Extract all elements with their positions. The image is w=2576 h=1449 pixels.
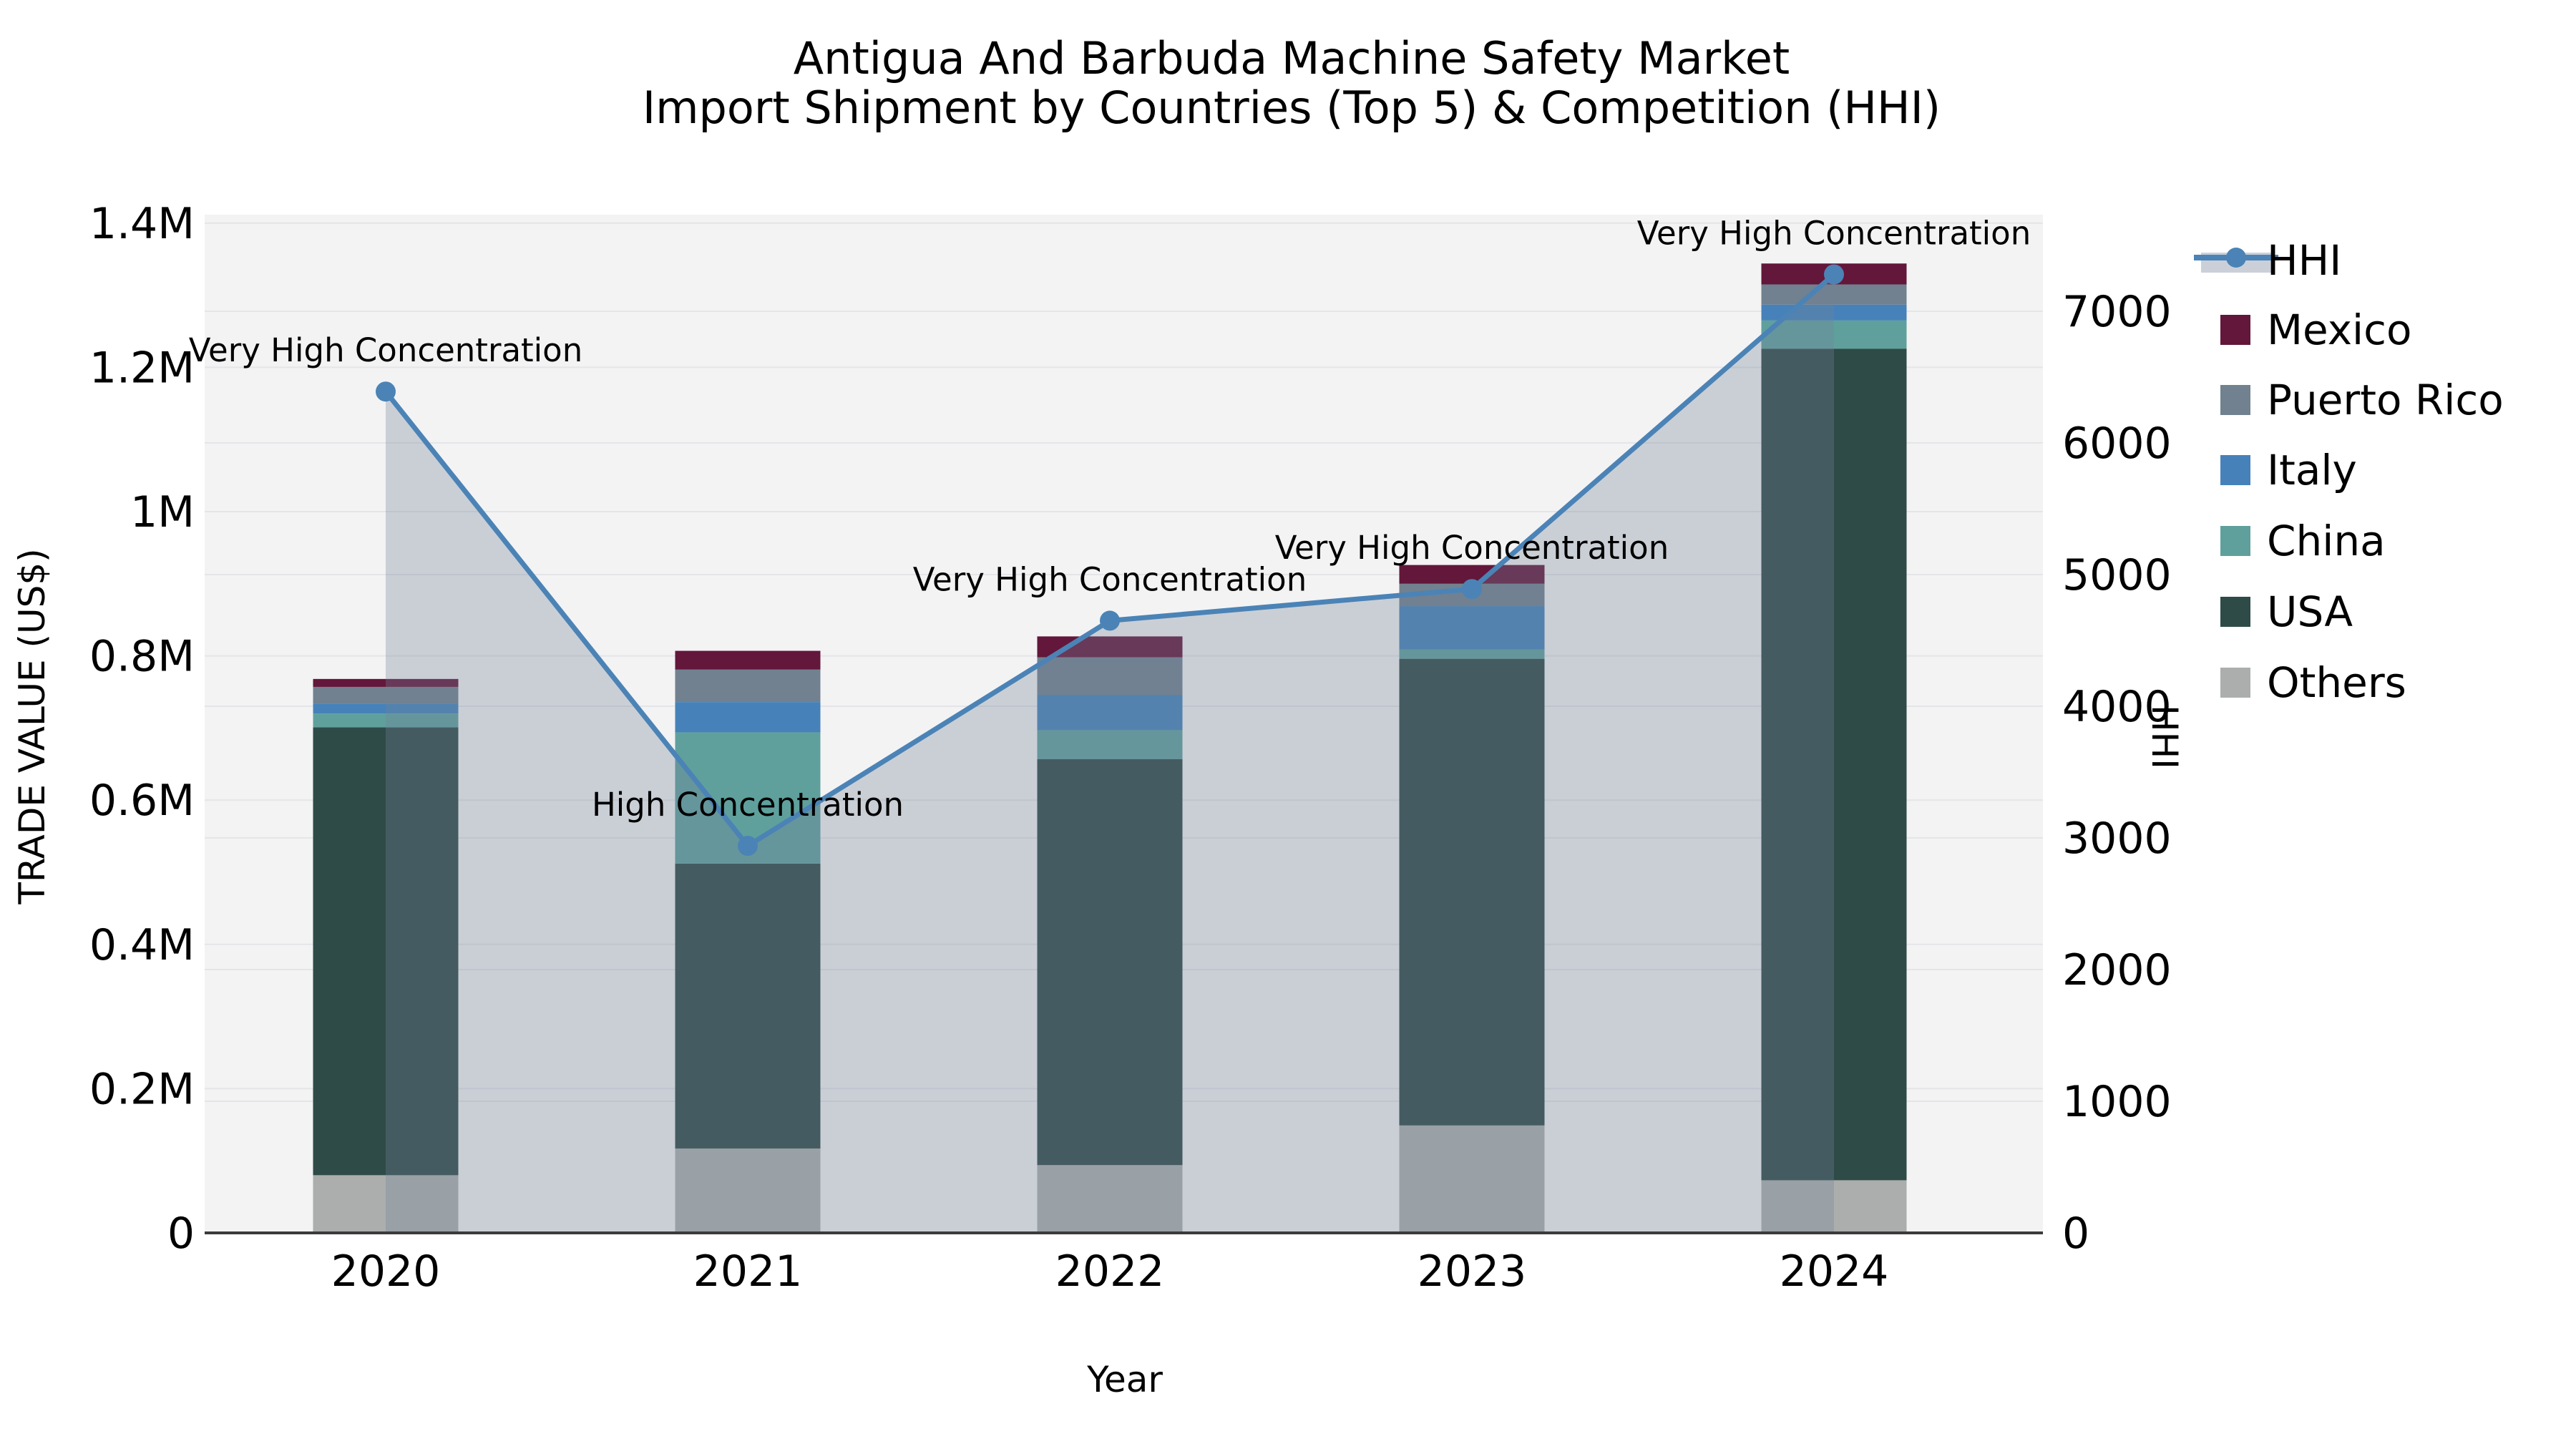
bar-segment-china-2024 xyxy=(1761,320,1907,349)
bar-segment-usa-2021 xyxy=(675,863,821,1149)
left-tick-label: 0 xyxy=(167,1209,195,1259)
bar-segment-italy-2020 xyxy=(313,703,459,714)
annotation-2022: Very High Concentration xyxy=(913,560,1307,598)
right-tick-label: 7000 xyxy=(2062,287,2172,337)
x-axis-label: Year xyxy=(1086,1359,1163,1400)
legend-label: Others xyxy=(2267,658,2406,707)
x-tick-label-2020: 2020 xyxy=(331,1246,441,1297)
bar-segment-puerto-rico-2024 xyxy=(1761,284,1907,305)
chart-title-line2: Import Shipment by Countries (Top 5) & C… xyxy=(643,82,1941,134)
bar-segment-mexico-2020 xyxy=(313,678,459,687)
right-tick-label: 1000 xyxy=(2062,1077,2172,1127)
hhi-area-fill xyxy=(386,274,1834,1234)
left-tick-label: 1M xyxy=(130,487,195,537)
hhi-marker-2021 xyxy=(738,836,758,857)
bar-segment-usa-2022 xyxy=(1037,758,1183,1166)
legend-label: USA xyxy=(2267,587,2353,636)
bar-segment-italy-2021 xyxy=(675,702,821,733)
legend-swatch-icon xyxy=(2220,385,2250,415)
legend: HHI Mexico Puerto Rico Italy China USA Others xyxy=(2194,236,2504,707)
right-tick-label: 3000 xyxy=(2062,814,2172,864)
bar-segment-mexico-2022 xyxy=(1037,636,1183,658)
bar-segment-others-2023 xyxy=(1399,1125,1545,1233)
left-tick-label: 0.2M xyxy=(89,1064,195,1114)
legend-item-hhi: HHI xyxy=(2194,236,2341,285)
bar-segment-usa-2024 xyxy=(1761,348,1907,1181)
bar-segment-puerto-rico-2022 xyxy=(1037,657,1183,696)
legend-item-puerto-rico: Puerto Rico xyxy=(2220,376,2504,424)
legend-item-usa: USA xyxy=(2220,587,2353,636)
bar-segment-others-2022 xyxy=(1037,1165,1183,1233)
bar-segment-china-2023 xyxy=(1399,649,1545,659)
x-tick-label-2021: 2021 xyxy=(693,1246,803,1297)
y-axis-label-left: TRADE VALUE (US$) xyxy=(11,548,53,904)
left-tick-label: 1.2M xyxy=(89,343,195,393)
bar-segment-others-2020 xyxy=(313,1175,459,1233)
legend-label: Puerto Rico xyxy=(2267,376,2504,424)
right-tick-label: 0 xyxy=(2062,1209,2089,1259)
legend-label: HHI xyxy=(2267,236,2341,285)
hhi-marker-2024 xyxy=(1824,264,1844,285)
hhi-legend-marker-icon xyxy=(2226,248,2246,268)
right-tick-label: 4000 xyxy=(2062,682,2172,732)
left-tick-label: 0.4M xyxy=(89,920,195,970)
x-tick-label-2024: 2024 xyxy=(1780,1246,1889,1297)
bar-segment-china-2020 xyxy=(313,713,459,728)
left-tick-label: 0.8M xyxy=(89,632,195,682)
bar-segment-others-2021 xyxy=(675,1148,821,1233)
legend-label: China xyxy=(2267,517,2386,565)
legend-label: Italy xyxy=(2267,446,2357,494)
chart-title-line1: Antigua And Barbuda Machine Safety Marke… xyxy=(794,32,1790,84)
hhi-marker-2022 xyxy=(1100,610,1120,631)
annotation-2020: Very High Concentration xyxy=(189,331,582,369)
y-axis-label-right: HHI xyxy=(2144,705,2185,769)
bar-segment-usa-2023 xyxy=(1399,658,1545,1126)
bar-segment-china-2022 xyxy=(1037,730,1183,759)
legend-item-mexico: Mexico xyxy=(2220,306,2412,354)
legend-item-italy: Italy xyxy=(2220,446,2357,494)
right-tick-label: 6000 xyxy=(2062,419,2172,469)
annotation-2024: Very High Concentration xyxy=(1637,214,2031,252)
legend-swatch-icon xyxy=(2220,597,2250,627)
bar-segment-others-2024 xyxy=(1761,1180,1907,1233)
bar-segment-italy-2022 xyxy=(1037,695,1183,731)
legend-item-china: China xyxy=(2220,517,2386,565)
plot-area: Very High Concentration High Concentratio… xyxy=(89,199,2172,1297)
legend-swatch-icon xyxy=(2220,526,2250,556)
bar-segment-mexico-2021 xyxy=(675,650,821,670)
hhi-marker-2023 xyxy=(1462,579,1482,600)
bar-segment-puerto-rico-2020 xyxy=(313,686,459,704)
annotation-2021: High Concentration xyxy=(592,786,904,824)
x-tick-label-2022: 2022 xyxy=(1055,1246,1165,1297)
legend-swatch-icon xyxy=(2220,455,2250,485)
legend-label: Mexico xyxy=(2267,306,2412,354)
right-tick-label: 2000 xyxy=(2062,945,2172,995)
bar-segment-puerto-rico-2021 xyxy=(675,669,821,703)
right-tick-label: 5000 xyxy=(2062,550,2172,600)
legend-item-others: Others xyxy=(2220,658,2406,707)
annotation-2023: Very High Concentration xyxy=(1275,529,1669,567)
left-tick-label: 1.4M xyxy=(89,199,195,249)
bar-segment-italy-2023 xyxy=(1399,606,1545,650)
legend-swatch-icon xyxy=(2220,315,2250,345)
bar-segment-usa-2020 xyxy=(313,727,459,1176)
legend-swatch-icon xyxy=(2220,668,2250,698)
x-tick-label-2023: 2023 xyxy=(1418,1246,1527,1297)
left-tick-label: 0.6M xyxy=(89,776,195,826)
hhi-marker-2020 xyxy=(376,381,396,402)
